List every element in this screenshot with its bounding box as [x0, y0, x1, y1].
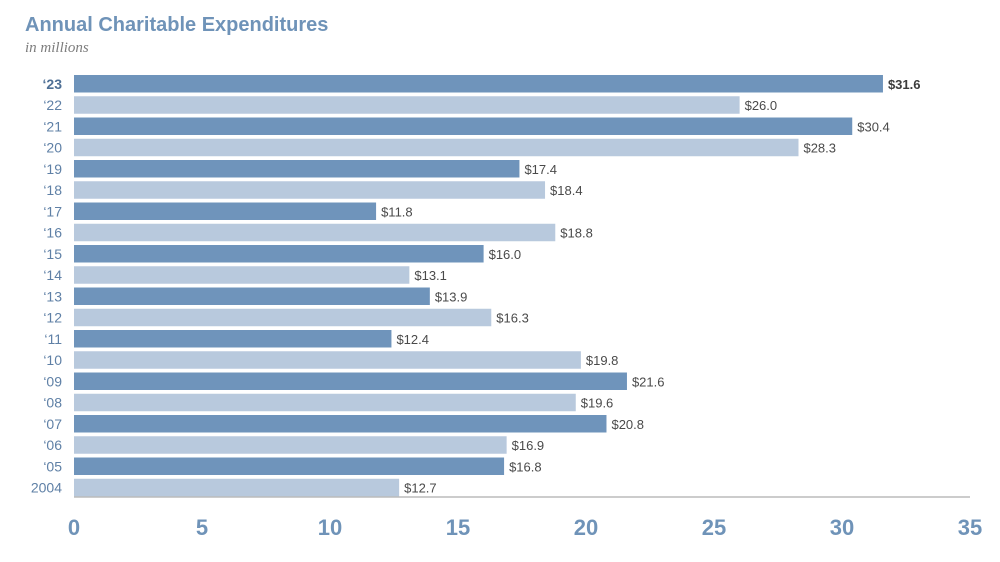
bar — [74, 372, 627, 390]
bar — [74, 266, 410, 284]
bar — [74, 75, 883, 93]
x-tick-label: 35 — [958, 515, 982, 540]
bar — [74, 393, 576, 412]
category-label: ‘09 — [43, 373, 62, 389]
category-label: ‘13 — [43, 288, 62, 304]
x-tick-label: 10 — [318, 515, 342, 540]
value-label: $18.8 — [560, 226, 593, 241]
value-label: $13.1 — [414, 268, 447, 283]
bar — [74, 138, 799, 157]
value-label: $30.4 — [857, 119, 890, 134]
bar — [74, 117, 853, 135]
category-label: ‘11 — [44, 331, 62, 347]
bar — [74, 96, 740, 114]
category-label: ‘06 — [43, 437, 62, 453]
category-label: ‘14 — [43, 267, 62, 283]
x-tick-labels-group: 0 5 10 15 20 25 30 35 — [68, 515, 982, 540]
value-label: $31.6 — [888, 77, 921, 92]
bar — [74, 202, 377, 220]
x-tick-label: 0 — [68, 515, 80, 540]
bar — [74, 436, 507, 454]
bar — [74, 287, 430, 305]
bar — [74, 457, 505, 475]
value-label: $11.8 — [381, 204, 413, 219]
bar — [74, 181, 546, 199]
x-tick-label: 15 — [446, 515, 470, 540]
value-label: $19.6 — [581, 396, 614, 411]
value-label: $26.0 — [745, 98, 778, 113]
category-label: ‘12 — [43, 310, 62, 326]
value-labels-group: $31.6 $26.0 $30.4 $28.3 $17.4 $18.4 $11.8 $18.8… — [381, 77, 920, 496]
category-label: ‘19 — [43, 161, 62, 177]
value-label: $16.3 — [496, 311, 529, 326]
value-label: $16.0 — [489, 247, 522, 262]
value-label: $16.9 — [512, 438, 545, 453]
x-tick-label: 25 — [702, 515, 726, 540]
category-labels-group: ‘23 ‘22 ‘21 ‘20 ‘19 ‘18 ‘17 ‘16 ‘15 ‘14 ‘13 ‘12 ‘11 ‘… — [31, 76, 62, 496]
bar — [74, 223, 556, 242]
category-label: ‘20 — [43, 140, 62, 156]
category-label: ‘18 — [43, 182, 62, 198]
category-label: ‘16 — [43, 225, 62, 241]
category-label: ‘08 — [43, 395, 62, 411]
category-label: ‘05 — [43, 458, 62, 474]
value-label: $19.8 — [586, 353, 619, 368]
category-label: ‘15 — [43, 246, 62, 262]
bar — [74, 330, 392, 348]
value-label: $17.4 — [524, 162, 557, 177]
bar — [74, 478, 400, 497]
category-label: 2004 — [31, 480, 62, 496]
bars-group — [74, 75, 883, 497]
category-label: ‘21 — [43, 118, 62, 134]
value-label: $28.3 — [803, 141, 836, 156]
category-label: ‘22 — [43, 97, 62, 113]
bar — [74, 245, 484, 263]
category-label: ‘10 — [43, 352, 62, 368]
value-label: $21.6 — [632, 374, 665, 389]
x-tick-label: 5 — [196, 515, 208, 540]
category-label: ‘07 — [43, 416, 62, 432]
bar — [74, 308, 492, 327]
value-label: $13.9 — [435, 289, 468, 304]
x-tick-label: 20 — [574, 515, 598, 540]
bar — [74, 351, 581, 369]
bar — [74, 415, 607, 433]
category-label: ‘17 — [43, 203, 62, 219]
chart-title: Annual Charitable Expenditures — [25, 14, 329, 36]
bar — [74, 160, 520, 178]
value-label: $12.4 — [396, 332, 429, 347]
value-label: $20.8 — [611, 417, 644, 432]
chart-subtitle: in millions — [25, 40, 89, 56]
value-label: $16.8 — [509, 459, 542, 474]
value-label: $12.7 — [404, 481, 437, 496]
value-label: $18.4 — [550, 183, 583, 198]
x-tick-label: 30 — [830, 515, 854, 540]
category-label: ‘23 — [43, 76, 63, 92]
